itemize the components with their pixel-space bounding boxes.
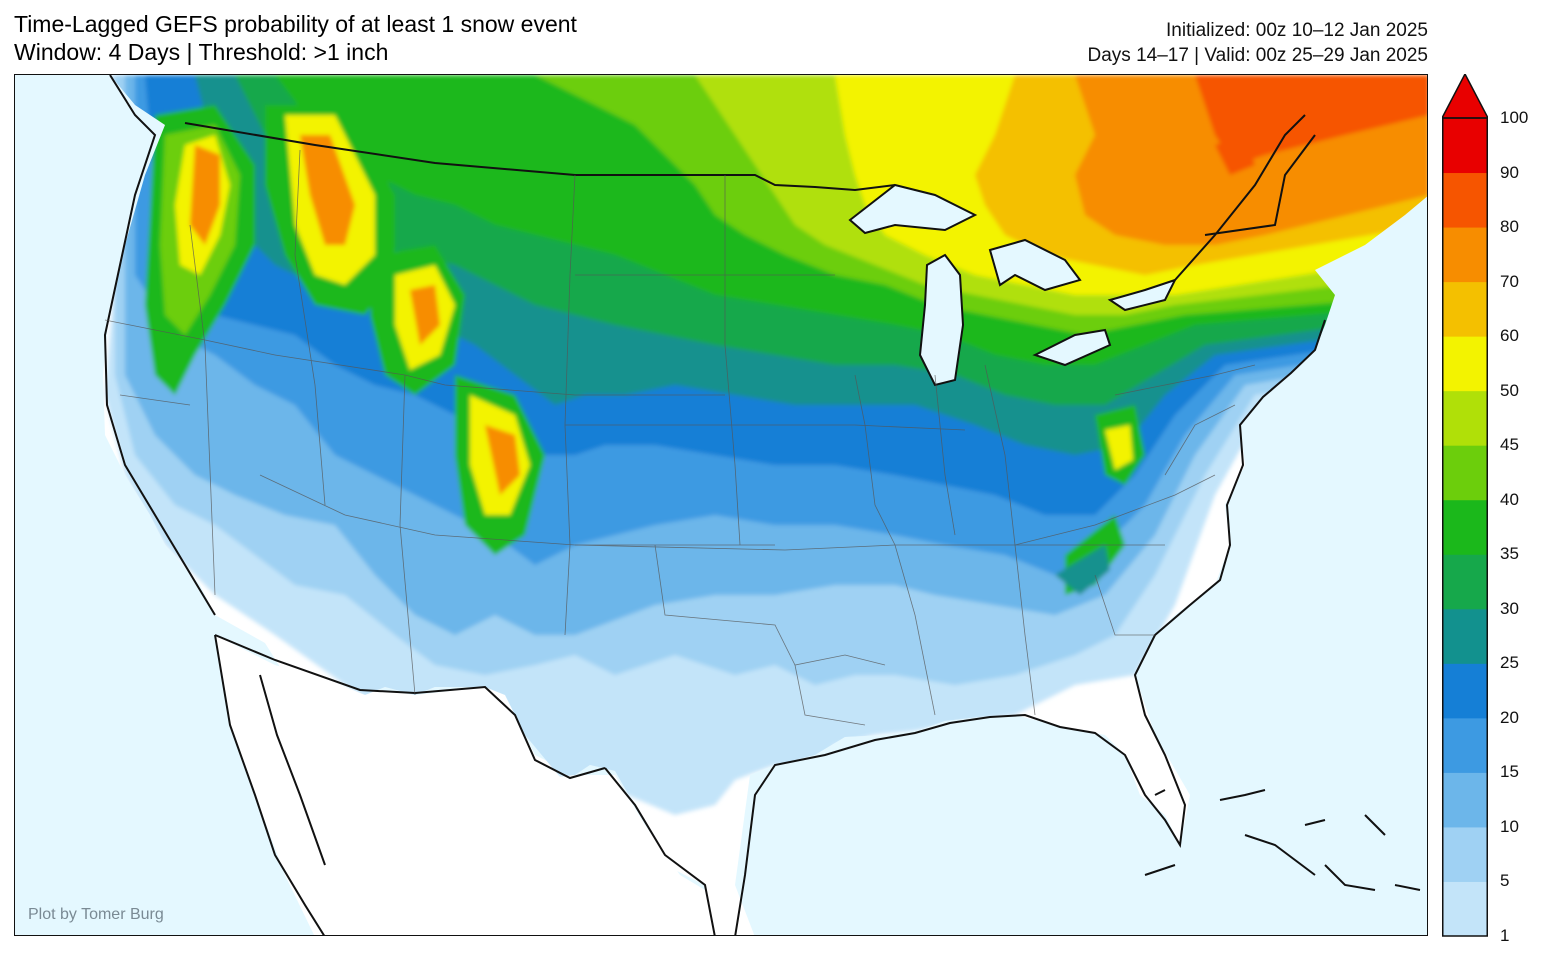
colorbar-tick-label: 50 <box>1500 380 1519 400</box>
great-lakes <box>848 183 1177 387</box>
title-line-1: Time-Lagged GEFS probability of at least… <box>14 11 577 37</box>
colorbar-tick-label: 10 <box>1500 816 1519 836</box>
credit-text: Plot by Tomer Burg <box>28 906 164 923</box>
island-coastlines <box>1144 789 1421 891</box>
colorbar-tick-label: 15 <box>1500 762 1519 782</box>
colorbar-bin <box>1442 663 1488 719</box>
colorbar-bin <box>1442 881 1488 937</box>
colorbar-bin <box>1442 608 1488 664</box>
colorbar-tick-label: 40 <box>1500 489 1519 509</box>
colorbar-tick-label: 35 <box>1500 544 1519 564</box>
colorbar-bin <box>1442 336 1488 392</box>
colorbar-tick-label: 25 <box>1500 653 1519 673</box>
state-borders <box>104 149 1256 726</box>
colorbar-bin <box>1442 172 1488 228</box>
valid-text: Days 14–17 | Valid: 00z 25–29 Jan 2025 <box>1087 45 1429 66</box>
colorbar-tick-label: 30 <box>1500 598 1519 618</box>
map-title: Time-Lagged GEFS probability of at least… <box>14 10 577 66</box>
title-line-2: Window: 4 Days | Threshold: >1 inch <box>14 39 389 65</box>
colorbar <box>1442 74 1488 937</box>
colorbar-bin <box>1442 717 1488 773</box>
colorbar-tick-label: 1 <box>1500 926 1510 945</box>
colorbar-bin <box>1442 390 1488 446</box>
colorbar-bin <box>1442 554 1488 610</box>
colorbar-tick-label: 100 <box>1500 108 1529 127</box>
initialized-text: Initialized: 00z 10–12 Jan 2025 <box>1166 20 1428 41</box>
colorbar-tick-label: 90 <box>1500 162 1519 182</box>
colorbar-tick-label: 20 <box>1500 707 1519 727</box>
colorbar-bin <box>1442 772 1488 828</box>
probability-map <box>14 74 1428 936</box>
colorbar-frame <box>1442 117 1488 937</box>
colorbar-extend-arrow <box>1442 74 1488 119</box>
colorbar-tick-label: 45 <box>1500 435 1519 455</box>
colorbar-bin <box>1442 445 1488 501</box>
probability-field <box>105 75 1427 835</box>
run-info: Initialized: 00z 10–12 Jan 2025 Days 14–… <box>1088 18 1429 68</box>
colorbar-bin <box>1442 499 1488 555</box>
colorbar-bin <box>1442 118 1488 174</box>
colorbar-tick-label: 70 <box>1500 271 1519 291</box>
colorbar-bin <box>1442 281 1488 337</box>
mexico-land <box>215 635 715 935</box>
colorbar-tick-label: 5 <box>1500 871 1510 891</box>
country-borders <box>103 75 1326 935</box>
colorbar-bin <box>1442 227 1488 283</box>
map-canvas <box>103 75 1427 935</box>
colorbar-tick-label: 60 <box>1500 326 1519 346</box>
colorbar-bin <box>1442 826 1488 882</box>
colorbar-tick-label: 80 <box>1500 217 1519 237</box>
